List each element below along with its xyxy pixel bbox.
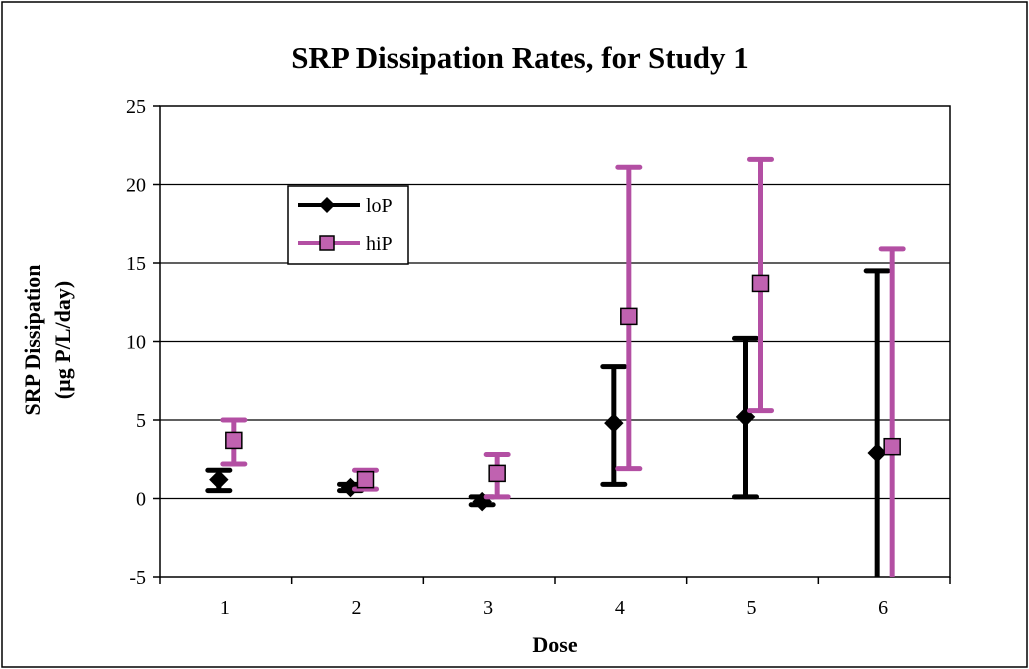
data-point-hip xyxy=(883,437,901,456)
y-axis-title-line-2: (µg P/L/day) xyxy=(50,281,75,399)
x-tick-label: 2 xyxy=(352,597,362,619)
x-tick-label: 4 xyxy=(615,597,625,619)
y-axis: -5 0 5 10 15 20 25 xyxy=(126,96,160,589)
data-point-lop xyxy=(867,443,887,463)
data-point-lop xyxy=(340,477,361,498)
legend-box xyxy=(287,185,409,265)
y-tick-label: 25 xyxy=(126,96,146,118)
series-layer xyxy=(205,156,906,577)
y-tick-label: 0 xyxy=(136,489,146,511)
y-axis-title-line-1: SRP Dissipation xyxy=(20,265,45,416)
legend-marker-lop xyxy=(319,197,335,213)
data-point-hip xyxy=(356,470,375,489)
series-lop xyxy=(205,268,891,577)
legend-entry-hip: hiP xyxy=(298,233,393,255)
y-axis-title: SRP Dissipation (µg P/L/day) xyxy=(20,265,75,416)
y-tick-label: 15 xyxy=(126,253,146,275)
data-point-hip xyxy=(225,431,243,450)
legend-label-hip: hiP xyxy=(366,233,393,255)
y-tick-label: 5 xyxy=(136,410,146,432)
chart-title: SRP Dissipation Rates, for Study 1 xyxy=(291,40,749,75)
legend-marker-hip xyxy=(319,235,335,251)
plot-area: -5 0 5 10 15 20 25 1 2 3 4 5 6 xyxy=(126,96,951,619)
y-tick-label: -5 xyxy=(129,567,146,589)
x-tick-label: 1 xyxy=(220,597,230,619)
legend-entry-lop: loP xyxy=(298,195,393,217)
legend: loP hiP xyxy=(287,185,409,265)
x-axis: 1 2 3 4 5 6 xyxy=(159,577,951,619)
data-point-lop xyxy=(209,469,229,490)
data-point-lop xyxy=(604,413,624,433)
x-tick-label: 6 xyxy=(878,597,888,619)
y-tick-label: 10 xyxy=(126,332,146,354)
legend-label-lop: loP xyxy=(366,195,393,217)
x-tick-label: 3 xyxy=(483,597,493,619)
series-hip xyxy=(220,156,906,577)
x-axis-title: Dose xyxy=(532,632,577,657)
data-point-hip xyxy=(620,307,638,326)
y-tick-label: 20 xyxy=(126,175,146,197)
x-tick-label: 5 xyxy=(747,597,757,619)
data-point-hip xyxy=(488,464,506,483)
data-point-hip xyxy=(751,274,770,293)
